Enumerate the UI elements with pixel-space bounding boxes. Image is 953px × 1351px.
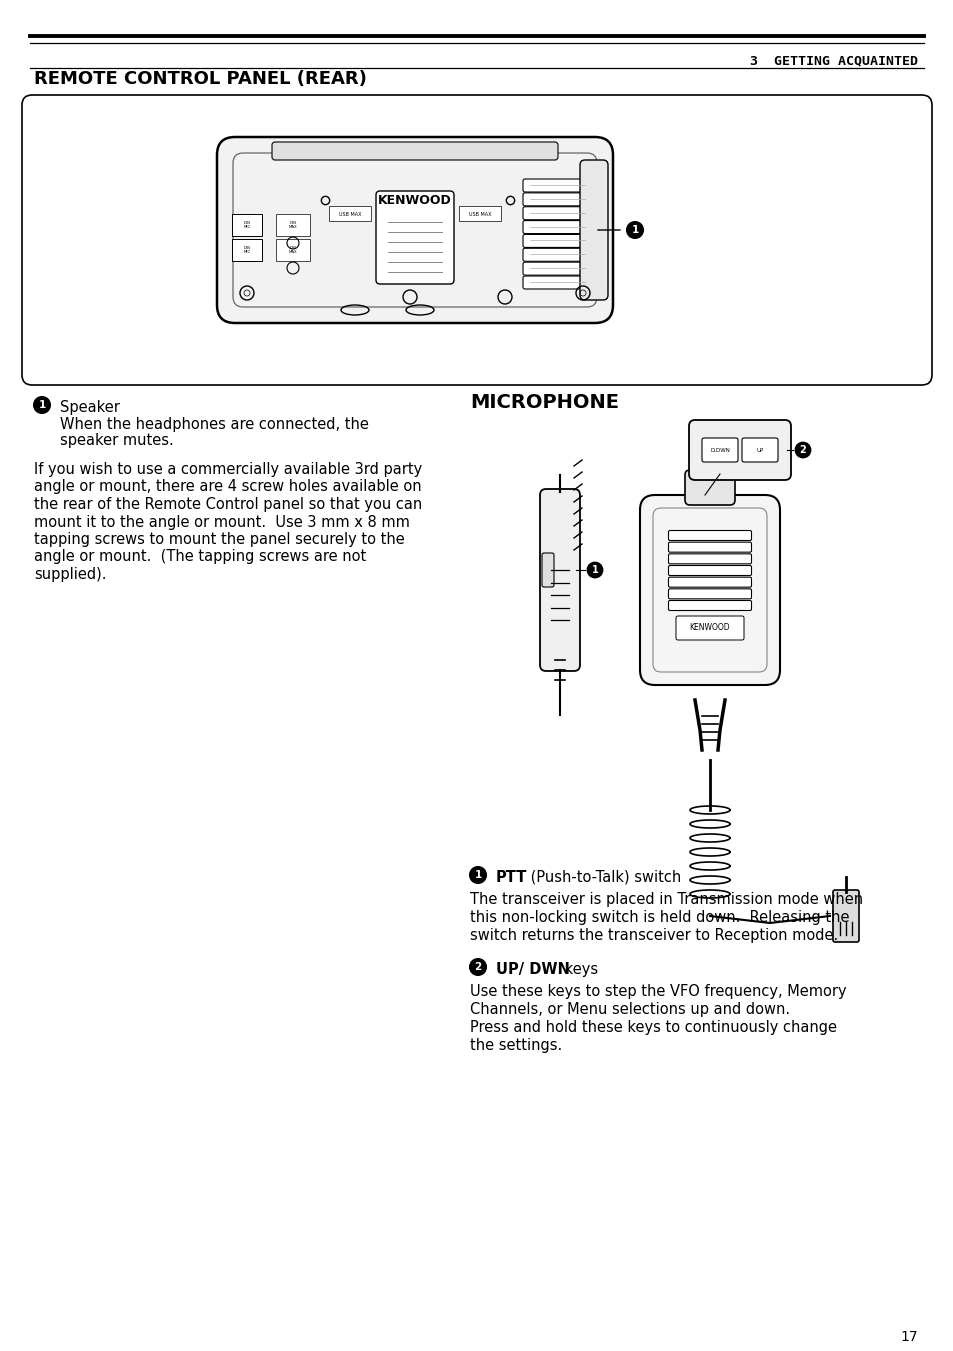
- Text: Channels, or Menu selections up and down.: Channels, or Menu selections up and down…: [470, 1002, 789, 1017]
- FancyBboxPatch shape: [522, 276, 592, 289]
- FancyBboxPatch shape: [668, 566, 751, 576]
- Text: MICROPHONE: MICROPHONE: [470, 393, 618, 412]
- Text: keys: keys: [559, 962, 598, 977]
- Text: switch returns the transceiver to Reception mode.: switch returns the transceiver to Recept…: [470, 928, 838, 943]
- Text: tapping screws to mount the panel securely to the: tapping screws to mount the panel secure…: [34, 532, 404, 547]
- Text: Press and hold these keys to continuously change: Press and hold these keys to continuousl…: [470, 1020, 836, 1035]
- Text: 17: 17: [900, 1329, 917, 1344]
- Text: DIN
MAX: DIN MAX: [289, 246, 297, 254]
- FancyBboxPatch shape: [668, 589, 751, 598]
- FancyBboxPatch shape: [272, 142, 558, 159]
- FancyBboxPatch shape: [541, 553, 554, 586]
- FancyBboxPatch shape: [375, 190, 454, 284]
- Text: UP/ DWN: UP/ DWN: [496, 962, 569, 977]
- Text: 3  GETTING ACQUAINTED: 3 GETTING ACQUAINTED: [749, 54, 917, 68]
- FancyBboxPatch shape: [216, 136, 613, 323]
- Text: angle or mount, there are 4 screw holes available on: angle or mount, there are 4 screw holes …: [34, 480, 421, 494]
- Text: 1: 1: [38, 400, 46, 409]
- Text: PTT: PTT: [496, 870, 527, 885]
- FancyBboxPatch shape: [832, 890, 858, 942]
- FancyBboxPatch shape: [668, 577, 751, 588]
- FancyBboxPatch shape: [522, 178, 592, 192]
- Text: Speaker: Speaker: [60, 400, 120, 415]
- Text: (Push-to-Talk) switch: (Push-to-Talk) switch: [525, 870, 680, 885]
- Text: UP: UP: [756, 447, 762, 453]
- Text: 2: 2: [474, 962, 481, 971]
- FancyBboxPatch shape: [676, 616, 743, 640]
- FancyBboxPatch shape: [688, 420, 790, 480]
- FancyBboxPatch shape: [22, 95, 931, 385]
- FancyBboxPatch shape: [668, 531, 751, 540]
- FancyBboxPatch shape: [684, 470, 734, 505]
- FancyBboxPatch shape: [275, 239, 310, 261]
- Text: The transceiver is placed in Transmission mode when: The transceiver is placed in Transmissio…: [470, 892, 862, 907]
- FancyBboxPatch shape: [668, 600, 751, 611]
- FancyBboxPatch shape: [579, 159, 607, 300]
- FancyBboxPatch shape: [232, 213, 262, 236]
- Text: D.DWN: D.DWN: [709, 447, 729, 453]
- FancyBboxPatch shape: [522, 249, 592, 261]
- Text: DIN
MIC: DIN MIC: [243, 246, 251, 254]
- FancyBboxPatch shape: [458, 205, 500, 222]
- Text: REMOTE CONTROL PANEL (REAR): REMOTE CONTROL PANEL (REAR): [34, 70, 367, 88]
- Text: mount it to the angle or mount.  Use 3 mm x 8 mm: mount it to the angle or mount. Use 3 mm…: [34, 515, 410, 530]
- FancyBboxPatch shape: [522, 235, 592, 247]
- Text: Use these keys to step the VFO frequency, Memory: Use these keys to step the VFO frequency…: [470, 984, 845, 998]
- Text: DIN
MIC: DIN MIC: [243, 220, 251, 230]
- Text: USB MAX: USB MAX: [468, 212, 491, 216]
- Text: 1: 1: [474, 870, 481, 880]
- FancyBboxPatch shape: [668, 542, 751, 553]
- FancyBboxPatch shape: [275, 213, 310, 236]
- FancyBboxPatch shape: [539, 489, 579, 671]
- FancyBboxPatch shape: [232, 239, 262, 261]
- Text: this non-locking switch is held down.  Releasing the: this non-locking switch is held down. Re…: [470, 911, 848, 925]
- FancyBboxPatch shape: [639, 494, 780, 685]
- FancyBboxPatch shape: [522, 207, 592, 220]
- FancyBboxPatch shape: [522, 220, 592, 234]
- Text: When the headphones are connected, the: When the headphones are connected, the: [60, 417, 369, 432]
- Text: angle or mount.  (The tapping screws are not: angle or mount. (The tapping screws are …: [34, 550, 366, 565]
- Text: 1: 1: [591, 565, 598, 576]
- Text: the settings.: the settings.: [470, 1038, 561, 1052]
- Text: DIN
MAX: DIN MAX: [289, 220, 297, 230]
- FancyBboxPatch shape: [701, 438, 738, 462]
- FancyBboxPatch shape: [522, 193, 592, 205]
- FancyBboxPatch shape: [522, 262, 592, 276]
- FancyBboxPatch shape: [329, 205, 371, 222]
- Text: USB MAX: USB MAX: [338, 212, 361, 216]
- FancyBboxPatch shape: [668, 554, 751, 563]
- Text: If you wish to use a commercially available 3rd party: If you wish to use a commercially availa…: [34, 462, 422, 477]
- Text: supplied).: supplied).: [34, 567, 107, 582]
- Text: KENWOOD: KENWOOD: [689, 624, 730, 632]
- Text: the rear of the Remote Control panel so that you can: the rear of the Remote Control panel so …: [34, 497, 422, 512]
- FancyBboxPatch shape: [741, 438, 778, 462]
- Text: KENWOOD: KENWOOD: [377, 193, 452, 207]
- Text: 2: 2: [799, 444, 805, 455]
- Text: speaker mutes.: speaker mutes.: [60, 434, 173, 449]
- Text: 1: 1: [631, 226, 638, 235]
